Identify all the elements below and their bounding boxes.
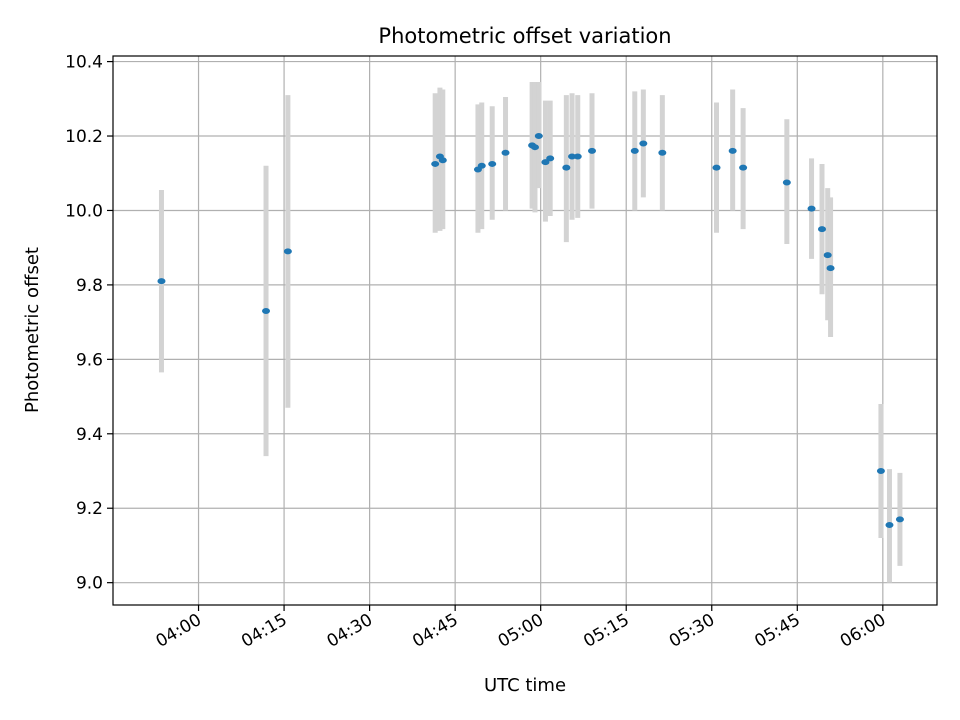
data-point [782, 179, 791, 186]
y-tick-label: 10.0 [65, 201, 103, 221]
data-point [438, 157, 447, 164]
data-point [534, 133, 543, 140]
data-point [541, 159, 550, 166]
x-axis-title: UTC time [484, 675, 566, 696]
data-point [568, 153, 577, 160]
data-points [157, 133, 904, 528]
y-tick-label: 10.2 [65, 127, 103, 147]
data-point [488, 160, 497, 167]
data-point [283, 248, 292, 255]
y-axis-title: Photometric offset [22, 247, 43, 413]
y-axis: 9.0 9.2 9.4 9.6 9.8 10.0 10.2 10.4 [65, 53, 113, 594]
data-point [546, 155, 555, 162]
data-point [712, 164, 721, 171]
data-point [530, 144, 539, 151]
plot-frame [112, 55, 938, 606]
data-point [588, 147, 597, 154]
data-point [826, 265, 835, 272]
data-point [573, 153, 582, 160]
data-point [501, 149, 510, 156]
data-point [658, 149, 667, 156]
data-point [639, 140, 648, 147]
data-point [431, 160, 440, 167]
data-point [823, 252, 832, 259]
grid [113, 56, 937, 605]
data-point [562, 164, 571, 171]
data-point [630, 147, 639, 154]
data-point [157, 278, 166, 285]
data-point [477, 162, 486, 169]
data-point [876, 468, 885, 475]
y-tick-label: 9.4 [76, 425, 103, 445]
y-tick-label: 9.6 [76, 350, 103, 370]
y-tick-label: 9.0 [76, 574, 103, 594]
data-point [885, 521, 894, 528]
y-tick-label: 10.4 [65, 53, 103, 73]
y-tick-label: 9.2 [76, 499, 103, 519]
data-point [818, 226, 827, 233]
data-point [739, 164, 748, 171]
data-point [807, 205, 816, 212]
chart-title: Photometric offset variation [378, 24, 671, 48]
data-point [262, 307, 271, 314]
y-tick-label: 9.8 [76, 276, 103, 296]
data-point [895, 516, 904, 523]
data-point [728, 147, 737, 154]
